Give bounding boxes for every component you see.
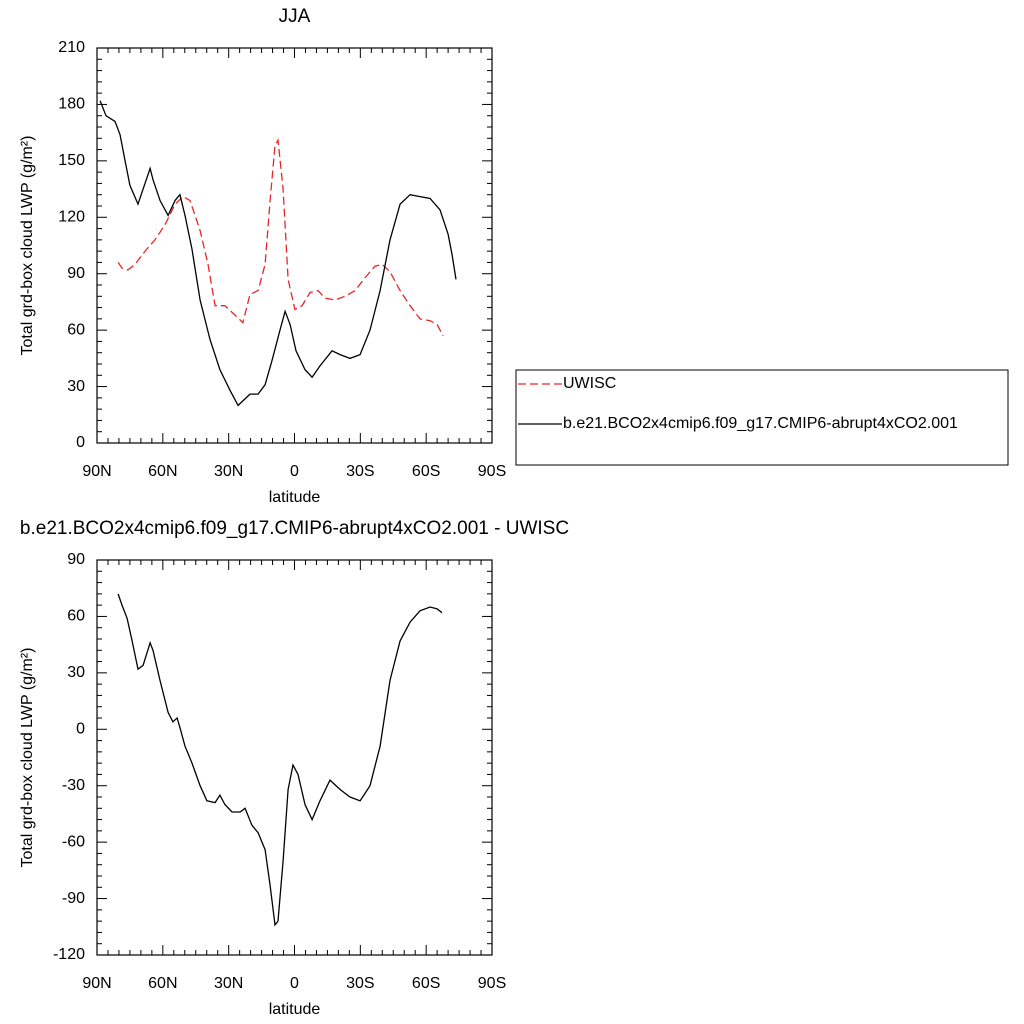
x-tick-label: 30N: [214, 975, 243, 992]
legend-label: UWISC: [563, 375, 616, 392]
y-tick-label: 0: [76, 721, 85, 738]
y-axis-label: Total grd-box cloud LWP (g/m²): [19, 136, 36, 356]
x-tick-label: 90N: [82, 975, 111, 992]
y-tick-label: 30: [67, 664, 85, 681]
x-tick-label: 60S: [412, 975, 440, 992]
y-tick-label: -30: [62, 777, 85, 794]
plot-frame: [96, 559, 493, 956]
x-tick-label: 30S: [346, 463, 374, 480]
series-line: [117, 593, 443, 927]
series-line: [117, 138, 444, 337]
x-tick-label: 0: [290, 463, 299, 480]
legend-box: [515, 369, 1009, 466]
x-tick-label: 60S: [412, 463, 440, 480]
y-tick-label: 90: [67, 265, 85, 282]
y-tick-label: 60: [67, 321, 85, 338]
plot-frame: [96, 47, 493, 444]
y-tick-label: 210: [58, 39, 85, 56]
y-tick-label: 120: [58, 209, 85, 226]
chart-title: b.e21.BCO2x4cmip6.f09_g17.CMIP6-abrupt4x…: [20, 518, 569, 539]
x-axis-label: latitude: [269, 489, 321, 506]
chart-title: JJA: [279, 6, 311, 27]
legend-label: b.e21.BCO2x4cmip6.f09_g17.CMIP6-abrupt4x…: [563, 415, 958, 432]
y-tick-label: 180: [58, 96, 85, 113]
x-tick-label: 90N: [82, 463, 111, 480]
x-axis-label: latitude: [269, 1001, 321, 1018]
x-tick-label: 30S: [346, 975, 374, 992]
y-tick-label: 30: [67, 378, 85, 395]
x-tick-label: 0: [290, 975, 299, 992]
y-tick-label: 90: [67, 551, 85, 568]
y-tick-label: -60: [62, 833, 85, 850]
y-tick-label: 60: [67, 608, 85, 625]
y-tick-label: -120: [53, 946, 85, 963]
y-tick-label: 150: [58, 152, 85, 169]
y-tick-label: -90: [62, 890, 85, 907]
y-axis-label: Total grd-box cloud LWP (g/m²): [19, 648, 36, 868]
x-tick-label: 60N: [148, 975, 177, 992]
x-tick-label: 90S: [478, 463, 506, 480]
series-line: [99, 100, 457, 407]
x-tick-label: 60N: [148, 463, 177, 480]
x-tick-label: 90S: [478, 975, 506, 992]
x-tick-label: 30N: [214, 463, 243, 480]
y-tick-label: 0: [76, 434, 85, 451]
